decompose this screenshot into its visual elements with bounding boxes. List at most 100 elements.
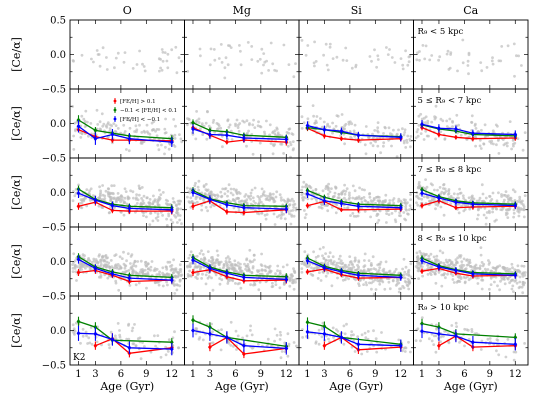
scatter-point bbox=[405, 141, 409, 144]
scatter-point bbox=[197, 188, 201, 192]
scatter-point bbox=[101, 124, 105, 128]
scatter-point bbox=[363, 188, 366, 192]
data-point-green bbox=[208, 324, 212, 330]
scatter-point bbox=[343, 124, 347, 128]
scatter-point bbox=[179, 268, 183, 271]
scatter-point bbox=[278, 214, 281, 217]
scatter-point bbox=[72, 327, 76, 331]
scatter-point bbox=[282, 43, 286, 47]
scatter-point bbox=[276, 133, 280, 137]
scatter-point bbox=[203, 193, 207, 196]
scatter-point bbox=[194, 120, 198, 123]
scatter-point bbox=[109, 259, 113, 262]
scatter-point bbox=[215, 127, 219, 131]
scatter-point bbox=[161, 191, 165, 194]
scatter-point bbox=[402, 346, 406, 350]
scatter-point bbox=[501, 138, 505, 142]
scatter-point bbox=[127, 337, 131, 341]
scatter-point bbox=[452, 192, 456, 196]
scatter-point bbox=[286, 354, 290, 358]
scatter-point bbox=[428, 199, 431, 203]
scatter-point bbox=[320, 335, 324, 339]
scatter-point bbox=[455, 325, 458, 328]
scatter-point bbox=[448, 117, 452, 121]
scatter-point bbox=[503, 198, 506, 202]
scatter-point bbox=[269, 269, 273, 273]
scatter-point bbox=[467, 196, 471, 200]
scatter-point bbox=[421, 44, 425, 47]
scatter-point bbox=[163, 152, 166, 156]
scatter-point bbox=[312, 250, 315, 254]
scatter-point bbox=[445, 201, 449, 204]
scatter-point bbox=[140, 131, 144, 134]
scatter-point bbox=[138, 123, 141, 127]
scatter-point bbox=[402, 211, 406, 214]
scatter-point bbox=[470, 330, 474, 333]
scatter-point bbox=[111, 191, 114, 195]
scatter-point bbox=[169, 218, 173, 222]
scatter-point bbox=[117, 267, 121, 271]
scatter-point bbox=[254, 201, 257, 205]
scatter-point bbox=[304, 53, 308, 57]
scatter-point bbox=[466, 59, 470, 63]
scatter-point bbox=[293, 270, 297, 274]
scatter-point bbox=[455, 113, 459, 117]
scatter-point bbox=[326, 271, 330, 275]
scatter-point bbox=[417, 114, 421, 118]
scatter-point bbox=[223, 192, 227, 196]
scatter-point bbox=[177, 346, 181, 350]
scatter-point bbox=[107, 261, 111, 265]
scatter-point bbox=[331, 326, 335, 330]
scatter-point bbox=[78, 266, 82, 270]
x-tick-label: 9 bbox=[143, 369, 149, 380]
scatter-point bbox=[141, 202, 144, 206]
panel-frame bbox=[184, 19, 300, 90]
scatter-point bbox=[256, 269, 259, 272]
scatter-point bbox=[388, 48, 391, 51]
scatter-point bbox=[391, 279, 395, 282]
scatter-point bbox=[260, 264, 264, 267]
scatter-point bbox=[336, 329, 340, 333]
scatter-point bbox=[173, 137, 177, 140]
scatter-point bbox=[268, 123, 272, 127]
scatter-point bbox=[246, 41, 250, 44]
scatter-point bbox=[106, 121, 110, 125]
data-point-green bbox=[169, 339, 174, 345]
scatter-point bbox=[122, 250, 125, 254]
scatter-point bbox=[265, 265, 268, 269]
scatter-point bbox=[264, 217, 268, 221]
scatter-point bbox=[405, 138, 409, 142]
scatter-point bbox=[135, 202, 139, 205]
y-tick-label: 0.0 bbox=[50, 188, 66, 199]
scatter-point bbox=[175, 288, 179, 292]
scatter-point bbox=[138, 187, 142, 191]
scatter-point bbox=[288, 141, 292, 144]
scatter-point bbox=[512, 42, 516, 46]
scatter-point bbox=[164, 345, 168, 349]
data-point-blue bbox=[242, 135, 246, 141]
scatter-point bbox=[488, 140, 492, 143]
scatter-point bbox=[434, 269, 438, 273]
data-point-blue bbox=[322, 265, 327, 271]
scatter-point bbox=[517, 206, 521, 210]
scatter-point bbox=[323, 261, 327, 265]
scatter-point bbox=[198, 197, 202, 201]
scatter-point bbox=[156, 219, 160, 222]
scatter-point bbox=[513, 190, 517, 194]
scatter-point bbox=[138, 49, 142, 53]
scatter-point bbox=[151, 202, 155, 206]
scatter-point bbox=[512, 211, 516, 215]
scatter-point bbox=[345, 59, 349, 62]
x-tick-label: 12 bbox=[165, 369, 178, 380]
scatter-point bbox=[451, 274, 455, 277]
scatter-point bbox=[173, 214, 176, 217]
scatter-point bbox=[521, 280, 525, 284]
scatter-point bbox=[180, 222, 183, 226]
scatter-point bbox=[408, 281, 412, 284]
scatter-point bbox=[302, 121, 306, 125]
scatter-point bbox=[145, 286, 148, 290]
scatter-point bbox=[119, 200, 122, 204]
scatter-point bbox=[131, 190, 135, 194]
scatter-point bbox=[357, 195, 361, 199]
scatter-point bbox=[376, 126, 380, 130]
